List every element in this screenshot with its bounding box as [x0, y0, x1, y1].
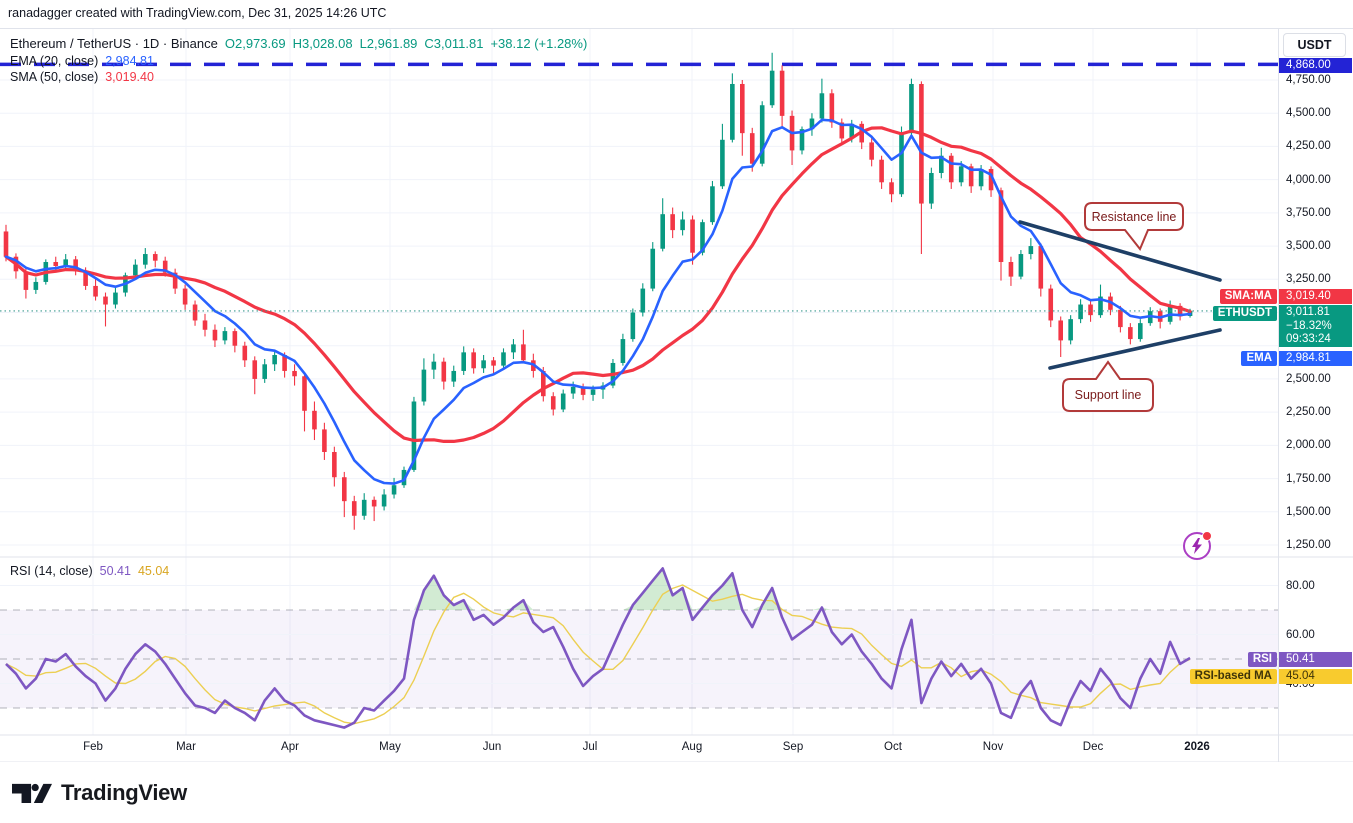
candlestick-series: [0, 52, 1278, 530]
resistance-callout-bubble[interactable]: [1084, 202, 1184, 251]
time-tick-label: 2026: [1184, 741, 1210, 753]
support-callout-bubble[interactable]: [1062, 360, 1154, 412]
last-price: 3,011.81: [1286, 306, 1330, 318]
sma-legend[interactable]: SMA (50, close) 3,019.40: [10, 70, 154, 84]
time-tick-label: Oct: [884, 741, 902, 753]
price-tick-label: 2,000.00: [1286, 439, 1331, 452]
sma-legend-label: SMA (50, close): [10, 70, 99, 84]
rsi-axis-tag: RSI: [1247, 652, 1277, 667]
price-tick-label: 3,500.00: [1286, 240, 1331, 253]
price-tick-label: 4,250.00: [1286, 140, 1331, 153]
price-tick-label: 3,750.00: [1286, 206, 1331, 219]
lightning-bolt-icon: [1192, 538, 1202, 554]
symbol-title: Ethereum / TetherUS · 1D · Binance: [10, 36, 218, 51]
rsi-legend-value: 50.41: [99, 564, 131, 578]
time-tick-label: Dec: [1082, 741, 1104, 753]
ohlc-high: H3,028.08: [292, 36, 353, 51]
sma-axis-value: 3,019.40: [1279, 289, 1352, 304]
rsi-legend[interactable]: RSI (14, close) 50.41 45.04: [10, 564, 169, 578]
rsi-overbought-fill: [6, 568, 1191, 610]
price-tick-label: 4,500.00: [1286, 107, 1331, 120]
rsi-legend-label: RSI (14, close): [10, 564, 93, 578]
ema-axis-tag: EMA: [1241, 351, 1277, 366]
price-change-pct: −18.32%: [1286, 319, 1332, 332]
gridlines: [0, 28, 1278, 735]
currency-toggle-button[interactable]: USDT: [1283, 33, 1346, 57]
resistance-callout-label: Resistance line: [1092, 210, 1177, 224]
tradingview-wordmark: TradingView: [61, 780, 187, 805]
time-tick-label: Feb: [83, 741, 103, 753]
price-tick-label: 1,750.00: [1286, 472, 1331, 485]
price-tick-label: 2,250.00: [1286, 406, 1331, 419]
sma-axis-tag: SMA:MA: [1219, 289, 1277, 304]
rsi-line: [5, 567, 1191, 729]
trendline-annotations[interactable]: Resistance line Support line: [1018, 202, 1222, 412]
time-tick-label: Jun: [482, 741, 502, 753]
price-tick-label: 3,250.00: [1286, 273, 1331, 286]
candles: [3, 52, 1193, 530]
ema-line: [4, 118, 1192, 485]
tradingview-logo[interactable]: TradingView: [12, 778, 187, 808]
symbol-legend[interactable]: Ethereum / TetherUS · 1D · Binance O2,97…: [10, 36, 587, 51]
price-tick-label: 1,500.00: [1286, 505, 1331, 518]
sma-line: [4, 126, 1192, 443]
flash-streak-icon[interactable]: [1183, 531, 1212, 560]
attribution-text: ranadagger created with TradingView.com,…: [8, 6, 387, 20]
price-tick-label: 1,250.00: [1286, 538, 1331, 551]
ohlc-close: C3,011.81: [424, 36, 484, 51]
price-tick-label: 4,000.00: [1286, 173, 1331, 186]
rsi-ma-legend-value: 45.04: [137, 564, 170, 578]
rsi-axis-value: 50.41: [1279, 652, 1352, 667]
time-tick-label: Mar: [176, 741, 196, 753]
rsi-ma-line: [5, 584, 1191, 725]
notification-dot: [1202, 531, 1212, 541]
bar-countdown: 09:33:24: [1286, 333, 1331, 345]
ema-legend-value: 2,984.81: [105, 54, 154, 68]
price-tick-label: 4,750.00: [1286, 74, 1331, 86]
price-scale[interactable]: 4,750.00 4,500.00 4,250.00 4,000.00 3,750.00…: [1279, 28, 1353, 735]
time-tick-label: Nov: [982, 741, 1004, 753]
ath-price-badge: 4,868.00: [1279, 58, 1352, 73]
sma-legend-value: 3,019.40: [105, 70, 154, 84]
ohlc-open: O2,973.69: [224, 36, 286, 51]
time-tick-label: Apr: [281, 741, 299, 753]
time-tick-label: May: [379, 741, 401, 753]
ohlc-low: L2,961.89: [359, 36, 418, 51]
pane-separators: [0, 28, 1353, 762]
ohlc-change: +38.12 (+1.28%): [490, 36, 588, 51]
resistance-trendline[interactable]: [1018, 220, 1222, 282]
time-tick-label: Sep: [782, 741, 804, 753]
rsi-tick-label: 80.00: [1286, 579, 1315, 592]
ema-legend[interactable]: EMA (20, close) 2,984.81: [10, 54, 154, 68]
symbol-axis-value: 3,011.81 −18.32% 09:33:24: [1279, 305, 1352, 347]
ema-axis-value: 2,984.81: [1279, 351, 1352, 366]
time-tick-label: Aug: [681, 741, 703, 753]
symbol-axis-tag: ETHUSDT: [1212, 306, 1277, 321]
support-trendline[interactable]: [1048, 328, 1222, 370]
tradingview-logo-mark: [12, 783, 52, 803]
time-tick-label: Jul: [582, 741, 598, 753]
rsi-pane-series: [0, 567, 1278, 729]
rsi-tick-label: 60.00: [1286, 628, 1315, 641]
rsi-ma-axis-tag: RSI-based MA: [1189, 669, 1277, 684]
support-callout-label: Support line: [1075, 388, 1142, 402]
price-tick-label: 2,500.00: [1286, 372, 1331, 385]
chart-canvas[interactable]: Resistance line Support line: [0, 28, 1353, 762]
ema-legend-label: EMA (20, close): [10, 54, 99, 68]
rsi-ma-axis-value: 45.04: [1279, 669, 1352, 684]
